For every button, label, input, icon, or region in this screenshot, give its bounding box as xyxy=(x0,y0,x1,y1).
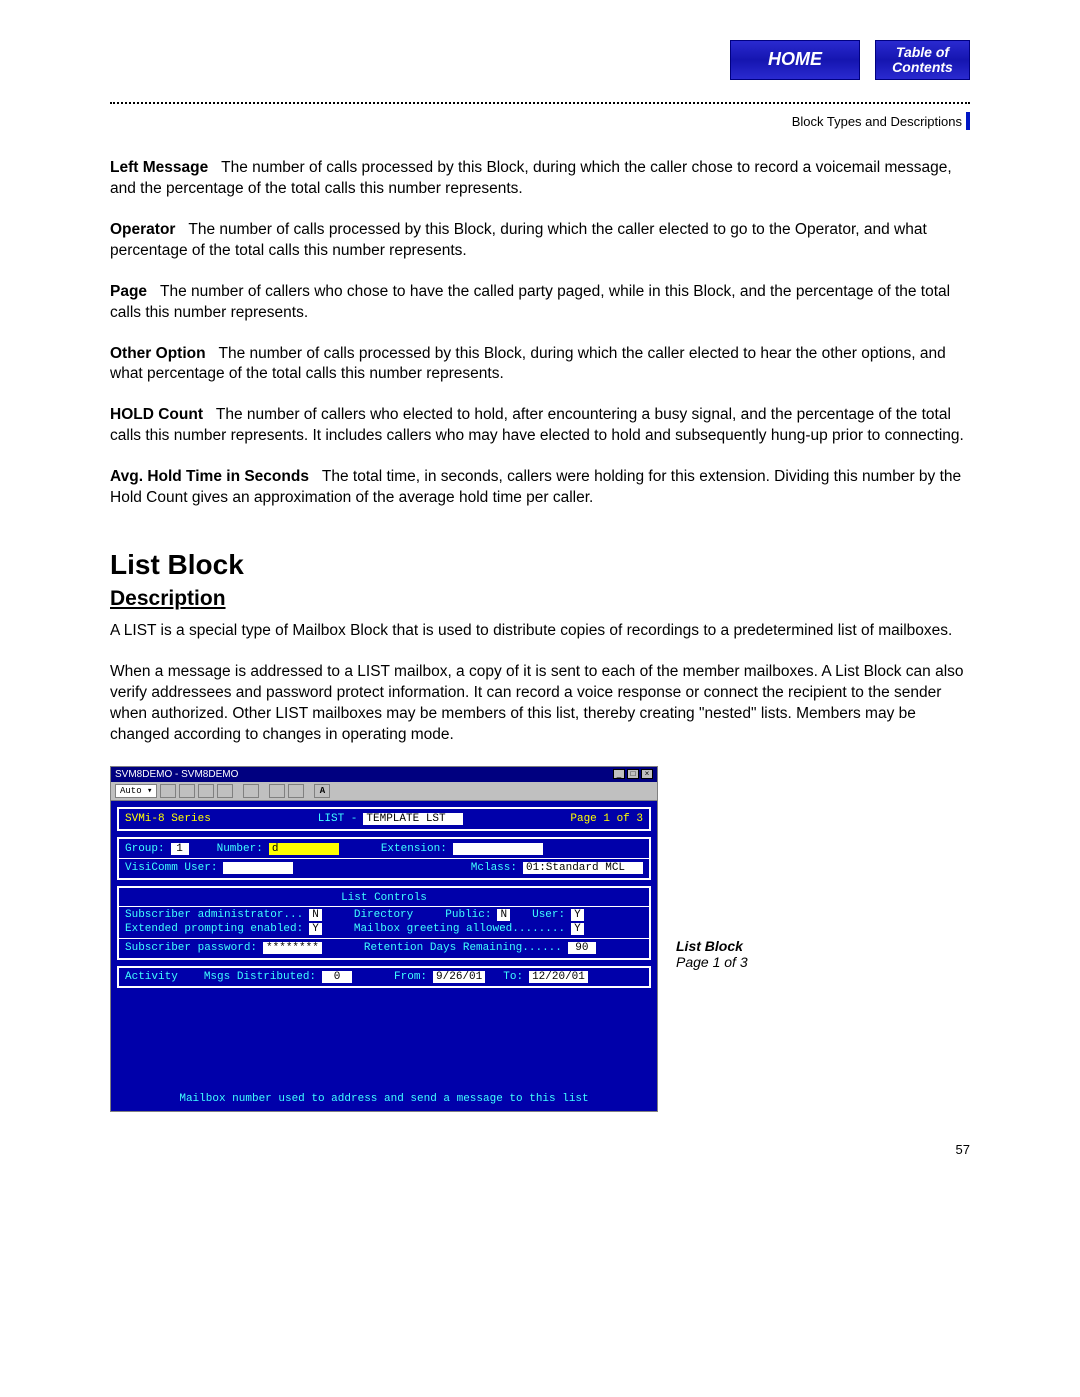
toolbar-icon xyxy=(160,784,176,798)
toolbar: Auto ▾ A xyxy=(111,782,657,801)
maximize-icon: □ xyxy=(627,769,639,779)
toolbar-icon xyxy=(179,784,195,798)
def-page: Page The number of callers who chose to … xyxy=(110,282,970,324)
term-id-panel: Group: 1 Number: d Extension: VisiComm U… xyxy=(117,837,651,880)
page-number: 57 xyxy=(110,1142,970,1157)
toolbar-icon xyxy=(217,784,233,798)
def-other-option: Other Option The number of calls process… xyxy=(110,344,970,386)
def-hold-count: HOLD Count The number of callers who ele… xyxy=(110,405,970,447)
divider xyxy=(110,102,970,104)
toc-button[interactable]: Table of Contents xyxy=(875,40,970,80)
minimize-icon: _ xyxy=(613,769,625,779)
term-activity-panel: Activity Msgs Distributed: 0 From: 9/26/… xyxy=(117,966,651,988)
toolbar-icon xyxy=(288,784,304,798)
toolbar-icon xyxy=(198,784,214,798)
page-header: Block Types and Descriptions xyxy=(110,112,970,130)
terminal-screenshot: SVM8DEMO - SVM8DEMO _ □ × Auto ▾ xyxy=(110,766,658,1112)
figure-caption: List Block Page 1 of 3 xyxy=(676,938,748,970)
window-title-text: SVM8DEMO - SVM8DEMO xyxy=(115,769,238,780)
font-select: Auto ▾ xyxy=(115,784,157,798)
def-left-message: Left Message The number of calls process… xyxy=(110,158,970,200)
term-controls-panel: List Controls Subscriber administrator..… xyxy=(117,886,651,960)
term-header-panel: SVMi-8 Series LIST - TEMPLATE LST Page 1… xyxy=(117,807,651,831)
close-icon: × xyxy=(641,769,653,779)
toolbar-icon xyxy=(269,784,285,798)
window-titlebar: SVM8DEMO - SVM8DEMO _ □ × xyxy=(111,767,657,782)
desc-p2: When a message is addressed to a LIST ma… xyxy=(110,662,970,746)
status-bar: Mailbox number used to address and send … xyxy=(117,1093,651,1105)
section-title: List Block xyxy=(110,549,970,581)
toolbar-icon xyxy=(243,784,259,798)
home-button[interactable]: HOME xyxy=(730,40,860,80)
section-subtitle: Description xyxy=(110,587,970,611)
def-operator: Operator The number of calls processed b… xyxy=(110,220,970,262)
def-avg-hold: Avg. Hold Time in Seconds The total time… xyxy=(110,467,970,509)
desc-p1: A LIST is a special type of Mailbox Bloc… xyxy=(110,621,970,642)
toolbar-icon: A xyxy=(314,784,330,798)
